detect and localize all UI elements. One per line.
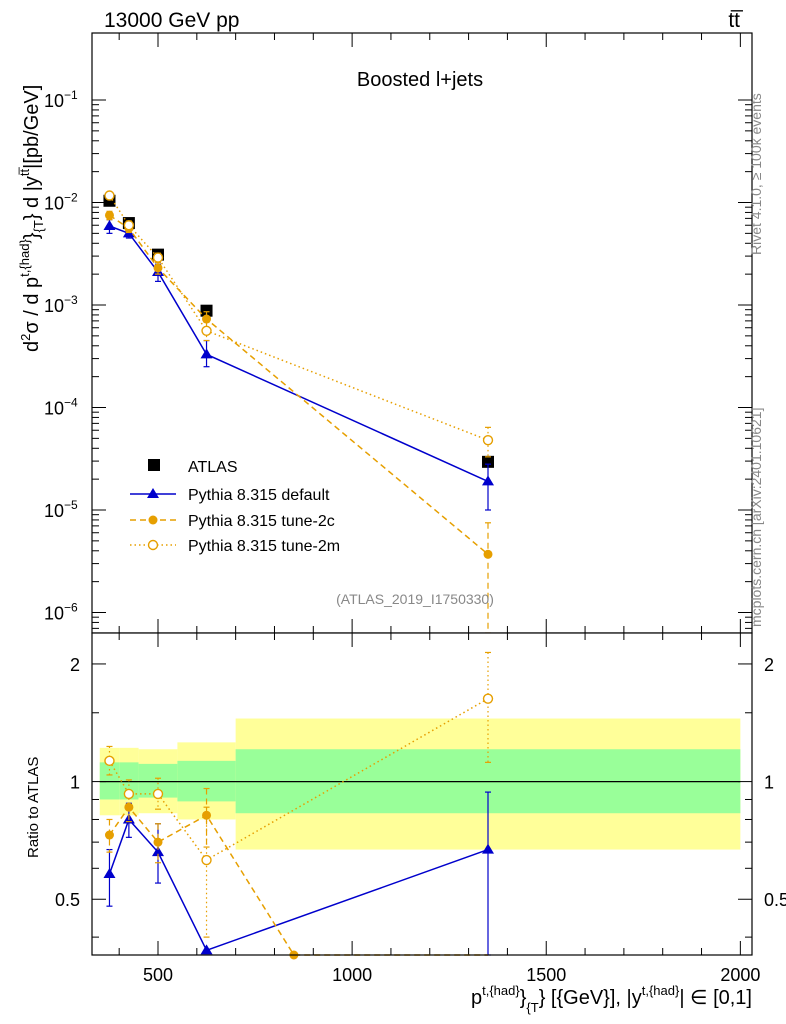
main-tune2m-marker bbox=[104, 190, 115, 201]
ratio-y-tick-label-left: 0.5 bbox=[55, 890, 80, 910]
ratio-axis-ticks: 0.5 0.5 1 1 2 2 500 1000 1500 2000 bbox=[55, 633, 786, 985]
main-y-tick-label: 10−2 bbox=[44, 191, 78, 214]
ratio-default-marker bbox=[103, 868, 116, 879]
legend-marker-default bbox=[147, 488, 159, 498]
ratio-tune2m-marker bbox=[482, 693, 494, 704]
main-tune2c-marker bbox=[483, 549, 493, 559]
ratio-tune2m-marker bbox=[104, 755, 115, 767]
ratio-plot-panel: 0.5 0.5 1 1 2 2 500 1000 1500 2000 Ratio to ATLAS… bbox=[25, 632, 786, 1015]
ratio-x-tick-label: 1500 bbox=[526, 965, 566, 985]
main-y-axis-label: d2σ / d pt,{had}}{T} d |ytt̅|[pb/GeV] bbox=[17, 85, 46, 352]
legend-marker-atlas bbox=[148, 459, 160, 471]
ratio-tune2c-marker bbox=[104, 830, 114, 840]
main-default-marker bbox=[200, 348, 213, 359]
ratio-uncertainty-bands bbox=[99, 718, 741, 850]
main-y-tick-label: 10−4 bbox=[44, 396, 78, 419]
ratio-y-tick-label-right: 1 bbox=[764, 773, 774, 793]
main-plot-panel: 10−110−210−310−410−510−6 Boosted l+jets … bbox=[17, 32, 753, 634]
ratio-default-marker bbox=[152, 846, 164, 857]
main-tune2c-marker bbox=[202, 314, 212, 324]
ratio-y-tick-label-right: 2 bbox=[764, 655, 774, 675]
legend-label-default: Pythia 8.315 default bbox=[188, 487, 330, 504]
ratio-tune2m-series bbox=[104, 651, 494, 938]
ratio-tune2c-marker bbox=[202, 810, 212, 820]
main-tune2m-marker bbox=[482, 434, 494, 446]
header-energy-label: 13000 GeV pp bbox=[104, 9, 239, 32]
main-default-marker bbox=[482, 475, 494, 486]
ratio-y-tick-label-right: 0.5 bbox=[764, 890, 786, 910]
main-y-tick-label: 10−1 bbox=[44, 88, 78, 111]
main-tune2c-marker bbox=[104, 210, 114, 220]
ratio-y-tick-label-left: 2 bbox=[70, 655, 80, 675]
main-tune2m-marker bbox=[123, 220, 135, 231]
rivet-version-label: Rivet 4.1.0, ≥ 100k events bbox=[748, 93, 764, 255]
main-tune2c-marker bbox=[153, 263, 163, 273]
ratio-y-axis-label: Ratio to ATLAS bbox=[25, 757, 42, 858]
main-atlas-marker bbox=[200, 304, 213, 317]
main-y-tick-label: 10−6 bbox=[44, 601, 78, 624]
main-tune2m-line bbox=[108, 195, 489, 441]
legend-marker-tune2c bbox=[148, 515, 158, 525]
main-series-group bbox=[103, 190, 494, 634]
mcplots-credit-label: mcplots.cern.ch [arXiv:2401.10621] bbox=[748, 408, 764, 627]
ratio-y-tick-label-left: 1 bbox=[70, 773, 80, 793]
legend-marker-tune2m bbox=[147, 539, 159, 551]
main-default-marker bbox=[103, 219, 116, 230]
ratio-tune2m-marker bbox=[123, 788, 135, 800]
main-y-tick-label: 10−3 bbox=[44, 293, 78, 316]
main-tune2m-marker bbox=[201, 325, 212, 337]
x-axis-label: pt,{had}}{T} [{GeV}], |yt,{had}| ∈ [0,1] bbox=[471, 983, 752, 1015]
legend-label-tune2m: Pythia 8.315 tune-2m bbox=[188, 538, 340, 555]
ratio-tune2m-marker bbox=[152, 788, 164, 800]
main-atlas-marker bbox=[482, 455, 494, 468]
main-tune2m-marker bbox=[152, 252, 164, 263]
main-plot-title: Boosted l+jets bbox=[357, 69, 483, 91]
analysis-watermark: (ATLAS_2019_I1750330) bbox=[336, 591, 494, 607]
legend: ATLAS Pythia 8.315 default Pythia 8.315 … bbox=[130, 459, 340, 555]
ratio-band-green bbox=[99, 762, 120, 800]
main-y-tick-label: 10−5 bbox=[44, 498, 78, 521]
ratio-x-tick-label: 2000 bbox=[720, 965, 760, 985]
ratio-tune2m-line bbox=[108, 698, 489, 861]
legend-label-atlas: ATLAS bbox=[188, 459, 238, 476]
ratio-default-series bbox=[103, 791, 494, 956]
ratio-x-tick-label: 1000 bbox=[332, 965, 372, 985]
ratio-default-marker bbox=[200, 944, 213, 955]
ratio-x-tick-label: 500 bbox=[143, 965, 173, 985]
header-process-label: tt̅ bbox=[728, 9, 744, 32]
ratio-tune2m-marker bbox=[201, 854, 212, 866]
legend-label-tune2c: Pythia 8.315 tune-2c bbox=[188, 513, 335, 530]
ratio-tune2c-marker bbox=[153, 837, 163, 847]
ratio-plot-frame bbox=[91, 632, 753, 956]
ratio-default-marker bbox=[482, 843, 494, 854]
main-y-ticks: 10−1 10−2 10−3 10−4 10−5 10−6 bbox=[44, 33, 752, 633]
main-tune2m-series bbox=[104, 190, 494, 458]
